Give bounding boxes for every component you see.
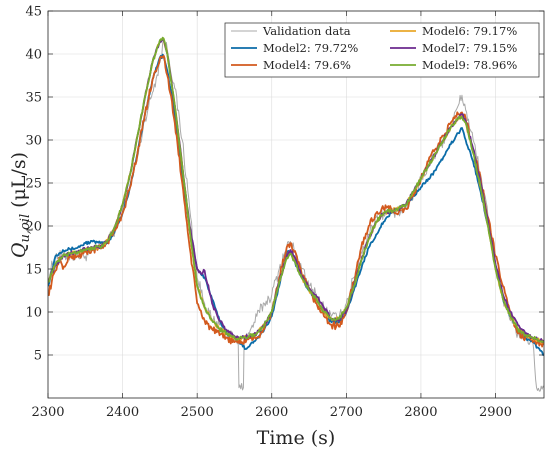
series-line-model-2 [48, 54, 544, 348]
x-tick-label: 2700 [330, 405, 363, 420]
plot-frame [47, 10, 545, 399]
y-axis-title: Qu,oil (μL/s) [8, 152, 33, 258]
y-tick-label: 25 [25, 177, 42, 192]
x-tick-label: 2400 [106, 405, 139, 420]
series-layer [48, 36, 544, 392]
legend-box [224, 22, 540, 78]
y-tick-label: 5 [34, 349, 42, 364]
y-tick-label: 20 [25, 220, 42, 235]
y-tick-label: 30 [25, 134, 42, 149]
y-tick-label: 15 [25, 263, 42, 278]
y-tick-label: 45 [25, 5, 42, 20]
y-tick-label: 40 [25, 48, 42, 63]
y-tick-label: 10 [25, 306, 42, 321]
x-tick-label: 2900 [479, 405, 512, 420]
legend: Validation data Model2: 79.72% Model4: 79.… [224, 22, 540, 78]
legend-label: Model2: 79.72% [263, 41, 358, 55]
x-axis-title: Time (s) [257, 427, 336, 449]
x-tick-label: 2600 [255, 405, 288, 420]
y-axis-title-unit: (μL/s) [8, 152, 30, 208]
legend-label: Model6: 79.17% [422, 24, 517, 38]
legend-label: Model7: 79.15% [422, 41, 517, 55]
series-line-model-5 [48, 36, 544, 343]
x-tick-label: 2800 [404, 405, 437, 420]
y-axis-title-main: Q [8, 243, 30, 259]
y-axis-title-subscript: u,oil [18, 214, 33, 243]
x-tick-label: 2500 [181, 405, 214, 420]
legend-label: Model9: 78.96% [422, 58, 517, 72]
y-tick-label: 35 [25, 91, 42, 106]
legend-label: Model4: 79.6% [263, 58, 351, 72]
tick-labels: 2300 2400 2500 2600 2700 2800 2900 5 10 15 20 25 30 3… [25, 5, 512, 421]
legend-label: Validation data [262, 24, 351, 38]
tick-marks [47, 10, 544, 398]
x-tick-label: 2300 [31, 405, 64, 420]
